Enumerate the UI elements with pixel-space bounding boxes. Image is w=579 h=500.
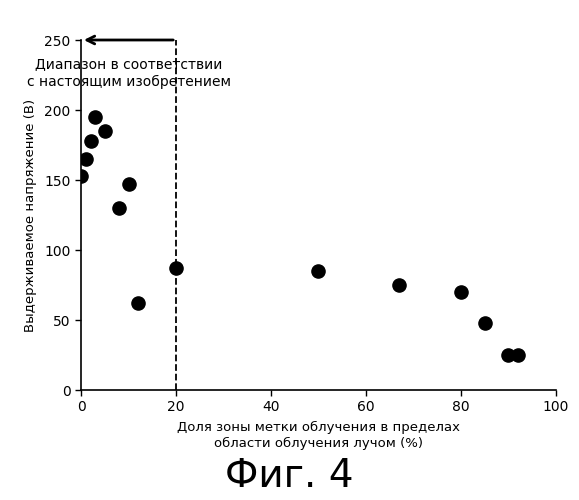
Point (171, 264, 181, 272)
Point (394, 281, 404, 289)
Point (480, 319, 489, 327)
Point (456, 288, 466, 296)
Point (504, 351, 513, 359)
Point (100, 127, 109, 135)
Point (81, 155, 90, 163)
Point (91, 113, 100, 121)
Text: Фиг. 4: Фиг. 4 (225, 457, 354, 495)
X-axis label: Доля зоны метки облучения в пределах
области облучения лучом (%): Доля зоны метки облучения в пределах обл… (177, 422, 460, 450)
Point (86, 137, 95, 145)
Point (115, 204, 124, 212)
Point (314, 267, 323, 275)
Y-axis label: Выдерживаемое напряжение (В): Выдерживаемое напряжение (В) (24, 98, 37, 332)
Point (513, 351, 522, 359)
Text: Диапазон в соответствии: Диапазон в соответствии (35, 57, 222, 71)
Point (76, 172, 86, 180)
Text: с настоящим изобретением: с настоящим изобретением (27, 75, 230, 89)
Point (124, 180, 133, 188)
Point (133, 299, 142, 307)
